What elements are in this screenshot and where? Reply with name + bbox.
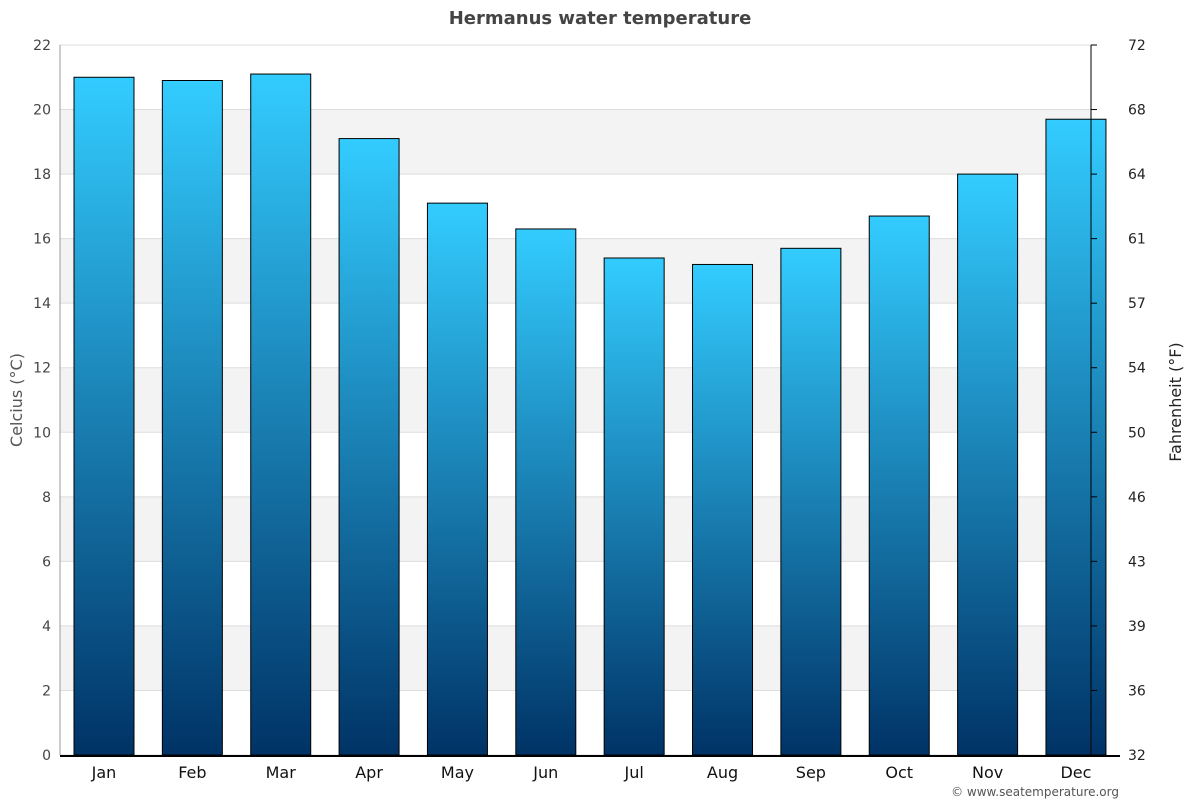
y-tick-label-right: 61 xyxy=(1128,232,1146,248)
y-tick-label-right: 46 xyxy=(1128,490,1146,506)
y-tick-label-right: 43 xyxy=(1128,554,1146,570)
x-tick-label: Mar xyxy=(266,763,297,782)
x-tick-label: Feb xyxy=(178,763,206,782)
x-tick-label: Jun xyxy=(532,763,558,782)
y-tick-label-left: 18 xyxy=(33,167,51,183)
bar-may xyxy=(426,202,488,756)
chart-title: Hermanus water temperature xyxy=(449,8,752,29)
y-tick-label-left: 16 xyxy=(33,232,51,248)
bar-sep xyxy=(780,247,842,756)
y-tick-label-right: 32 xyxy=(1128,748,1146,764)
grid-band xyxy=(60,109,1091,175)
bar-nov xyxy=(957,173,1019,756)
y-tick-label-left: 4 xyxy=(42,619,51,635)
bar-oct xyxy=(868,215,930,756)
x-tick-label: Jul xyxy=(624,763,644,782)
credit: © www.seatemperature.org xyxy=(951,785,1119,799)
x-tick-label: Aug xyxy=(707,763,738,782)
y-tick-label-right: 64 xyxy=(1128,167,1146,183)
y-tick-label-left: 8 xyxy=(42,490,51,506)
y-tick-label-left: 6 xyxy=(42,554,51,570)
bar-apr xyxy=(338,138,400,756)
y-tick-label-left: 12 xyxy=(33,361,51,377)
bar-mar xyxy=(250,73,312,756)
y-tick-label-left: 0 xyxy=(42,748,51,764)
x-tick-label: Nov xyxy=(972,763,1003,782)
y-tick-label-right: 68 xyxy=(1128,103,1146,119)
y-tick-label-right: 54 xyxy=(1128,361,1146,377)
y-tick-label-right: 57 xyxy=(1128,296,1146,312)
y-tick-label-left: 20 xyxy=(33,103,51,119)
y-axis-label-right: Fahrenheit (°F) xyxy=(1166,342,1185,461)
bar-jul xyxy=(603,257,665,756)
y-tick-label-left: 10 xyxy=(33,425,51,441)
bar-jun xyxy=(515,228,577,756)
y-tick-label-left: 2 xyxy=(42,683,51,699)
y-tick-label-right: 72 xyxy=(1128,38,1146,54)
x-tick-label: Oct xyxy=(885,763,913,782)
bar-aug xyxy=(692,263,754,756)
x-tick-label: Jan xyxy=(91,763,117,782)
x-tick-label: Dec xyxy=(1060,763,1091,782)
y-axis-label-left: Celcius (°C) xyxy=(7,353,26,447)
bar-jan xyxy=(73,76,135,756)
y-tick-label-right: 36 xyxy=(1128,683,1146,699)
y-tick-label-right: 39 xyxy=(1128,619,1146,635)
x-tick-label: Apr xyxy=(355,763,383,782)
bar-dec xyxy=(1045,118,1107,756)
bar-feb xyxy=(161,80,223,756)
y-tick-label-left: 14 xyxy=(33,296,51,312)
x-tick-label: Sep xyxy=(796,763,826,782)
y-tick-label-left: 22 xyxy=(33,38,51,54)
x-tick-label: May xyxy=(441,763,474,782)
y-tick-label-right: 50 xyxy=(1128,425,1146,441)
